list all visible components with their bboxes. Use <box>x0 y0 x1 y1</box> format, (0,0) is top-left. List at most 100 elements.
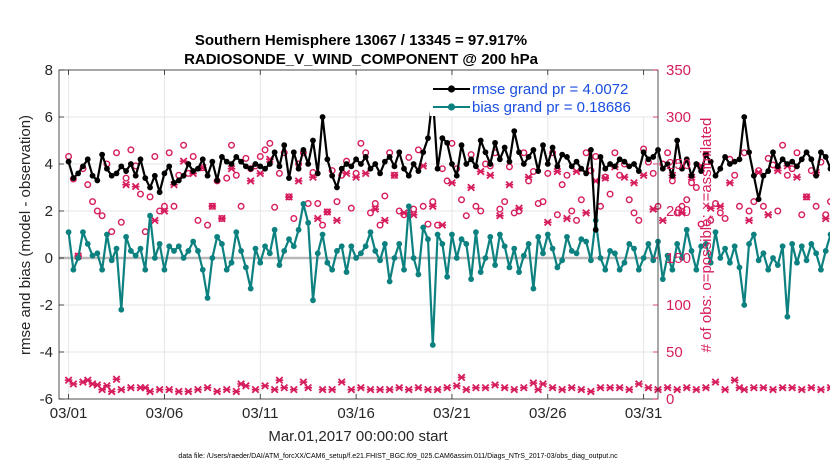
bias-point <box>798 243 805 250</box>
rmse-point <box>726 161 733 167</box>
rmse-point <box>108 172 115 179</box>
bias-point <box>429 342 436 348</box>
obs-assimilated-marker <box>582 209 590 217</box>
obs-possible-marker <box>496 205 504 213</box>
bias-point <box>449 231 455 238</box>
bias-point <box>271 226 278 233</box>
obs-assimilated-marker <box>208 202 217 211</box>
rmse-point <box>338 165 345 172</box>
obs-possible-marker <box>180 141 188 149</box>
bias-point <box>310 297 316 304</box>
bias-point <box>334 248 340 254</box>
legend-bias-marker-icon <box>447 103 456 111</box>
obs-assimilated-marker <box>519 383 528 392</box>
obs-possible-marker <box>333 198 341 206</box>
obs-assimilated-marker <box>342 169 351 178</box>
rmse-point <box>362 154 369 160</box>
bias-point <box>166 243 173 250</box>
bias-point <box>722 245 728 252</box>
rmse-point <box>635 168 642 174</box>
bias-point <box>813 250 820 257</box>
obs-possible-marker <box>501 198 509 206</box>
bias-point <box>401 266 407 273</box>
obs-possible-marker <box>630 209 638 217</box>
rmse-point <box>511 128 518 135</box>
rmse-point <box>540 142 546 149</box>
obs-assimilated-marker <box>634 380 643 388</box>
bias-point <box>784 313 791 320</box>
rmse-point <box>477 137 484 144</box>
obs-assimilated-marker <box>443 383 451 392</box>
obs-assimilated-marker <box>702 383 710 392</box>
obs-assimilated-marker <box>481 383 490 392</box>
bias-point <box>391 255 398 261</box>
bias-point <box>588 257 594 264</box>
obs-possible-marker <box>228 141 236 149</box>
bias-point <box>679 255 685 261</box>
bias-point <box>607 248 613 254</box>
obs-assimilated-marker <box>371 205 380 213</box>
rmse-point <box>310 137 316 144</box>
obs-assimilated-marker <box>548 383 557 392</box>
obs-assimilated-marker <box>644 383 653 392</box>
obs-assimilated-marker <box>289 385 298 394</box>
x-tick-label: 03/01 <box>50 405 88 422</box>
obs-possible-marker <box>688 179 696 187</box>
rmse-point <box>611 163 618 170</box>
obs-possible-marker <box>472 202 480 210</box>
obs-possible-marker <box>563 171 571 179</box>
y-tick-label: 2 <box>45 203 53 220</box>
bias-point <box>439 241 446 247</box>
bias-point <box>108 257 115 264</box>
obs-possible-marker <box>89 198 97 206</box>
y2-axis-label: # of obs: o=possible; ×=assimilated <box>698 118 715 353</box>
obs-assimilated-marker <box>788 383 797 392</box>
bias-point <box>113 245 120 252</box>
bias-point <box>597 255 604 261</box>
rmse-point <box>722 154 728 160</box>
obs-assimilated-marker <box>160 207 169 215</box>
rmse-point <box>161 170 168 177</box>
obs-possible-marker <box>692 183 700 191</box>
rmse-point <box>266 161 273 167</box>
bias-point <box>314 250 321 257</box>
rmse-point <box>300 147 307 153</box>
bias-point <box>75 255 82 261</box>
bias-point <box>199 266 206 273</box>
y2-tick-label: 150 <box>666 250 691 267</box>
rmse-point <box>199 156 206 163</box>
obs-assimilated-marker <box>424 385 432 394</box>
y-tick-label: -2 <box>40 297 53 314</box>
obs-possible-marker <box>678 202 686 210</box>
rmse-point <box>588 147 594 153</box>
rmse-point <box>573 158 580 165</box>
obs-possible-marker <box>204 221 212 229</box>
obs-assimilated-marker <box>438 221 447 229</box>
obs-assimilated-marker <box>155 385 164 394</box>
obs-possible-marker <box>165 149 173 157</box>
bias-point <box>808 241 815 247</box>
obs-possible-marker <box>429 198 437 206</box>
obs-assimilated-marker <box>730 376 739 385</box>
obs-possible-marker <box>371 199 379 207</box>
obs-possible-marker <box>716 209 724 217</box>
rmse-point <box>314 170 321 177</box>
obs-assimilated-marker <box>452 382 461 390</box>
obs-assimilated-marker <box>285 193 293 201</box>
obs-possible-marker <box>113 149 121 157</box>
obs-assimilated-marker <box>261 382 269 390</box>
obs-assimilated-marker <box>328 385 336 394</box>
rmse-point <box>252 161 259 167</box>
obs-assimilated-marker <box>294 177 303 185</box>
obs-assimilated-marker <box>280 383 289 392</box>
obs-assimilated-marker <box>361 169 370 178</box>
obs-assimilated-marker <box>673 385 682 394</box>
obs-possible-marker <box>625 196 633 204</box>
obs-assimilated-marker <box>347 385 356 394</box>
obs-assimilated-marker <box>433 385 442 394</box>
bias-point <box>492 262 498 268</box>
bias-point <box>151 255 158 261</box>
bias-point <box>549 245 556 252</box>
obs-assimilated-marker <box>409 210 418 219</box>
